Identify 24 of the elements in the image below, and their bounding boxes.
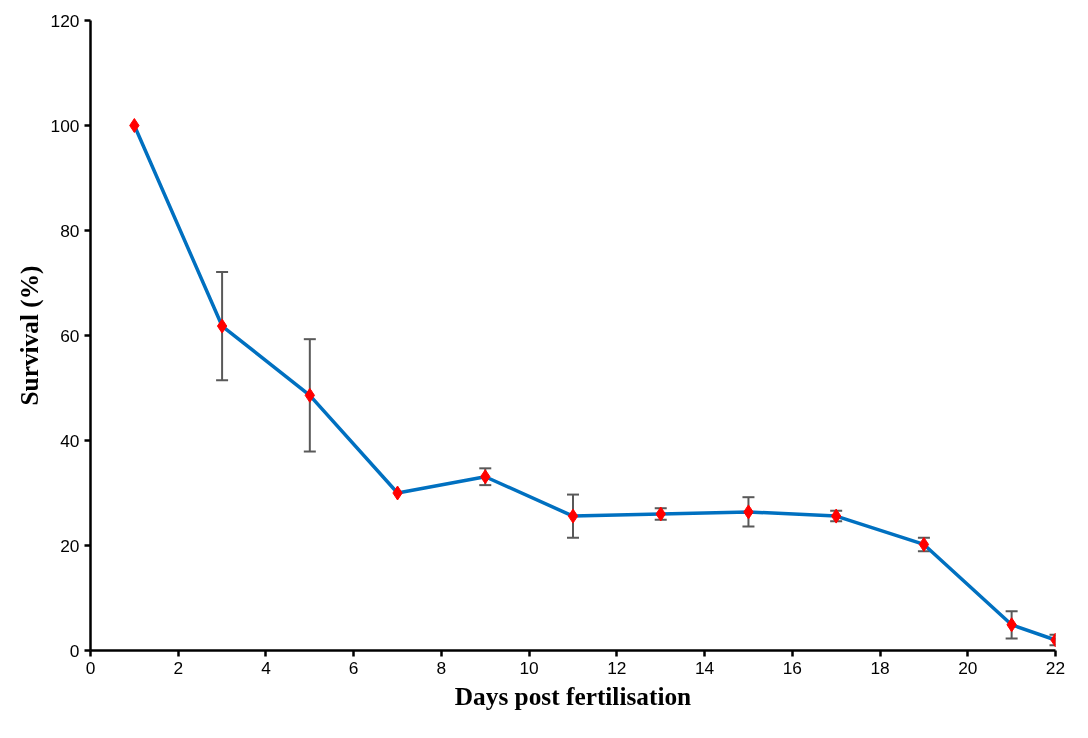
- x-tick-label: 14: [694, 657, 715, 678]
- point: [129, 118, 140, 133]
- y-tick-label: 40: [60, 430, 80, 451]
- x-tick-label: 4: [261, 657, 272, 678]
- y-tick-label: 100: [50, 115, 80, 136]
- y-tick-label: 80: [60, 220, 80, 241]
- x-tick-label: 22: [1045, 657, 1066, 678]
- x-tick-label: 10: [519, 657, 539, 678]
- point: [567, 508, 579, 524]
- x-tick-label: 16: [782, 657, 802, 678]
- point: [216, 318, 228, 334]
- x-axis-title: Days post fertilisation: [454, 681, 692, 710]
- y-tick-label: 60: [60, 325, 80, 346]
- y-tick-label: 120: [50, 10, 80, 31]
- x-tick-label: 2: [173, 657, 184, 678]
- x-tick-label: 20: [958, 657, 978, 678]
- x-tick-label: 12: [607, 657, 627, 678]
- y-tick-label: 0: [69, 640, 80, 661]
- x-tick-label: 6: [348, 657, 359, 678]
- x-tick-label: 18: [870, 657, 890, 678]
- y-axis-title: Survival (%): [14, 265, 44, 406]
- y-tick-label: 20: [60, 535, 80, 556]
- x-tick-label: 8: [436, 657, 447, 678]
- x-tick-label: 0: [85, 657, 96, 678]
